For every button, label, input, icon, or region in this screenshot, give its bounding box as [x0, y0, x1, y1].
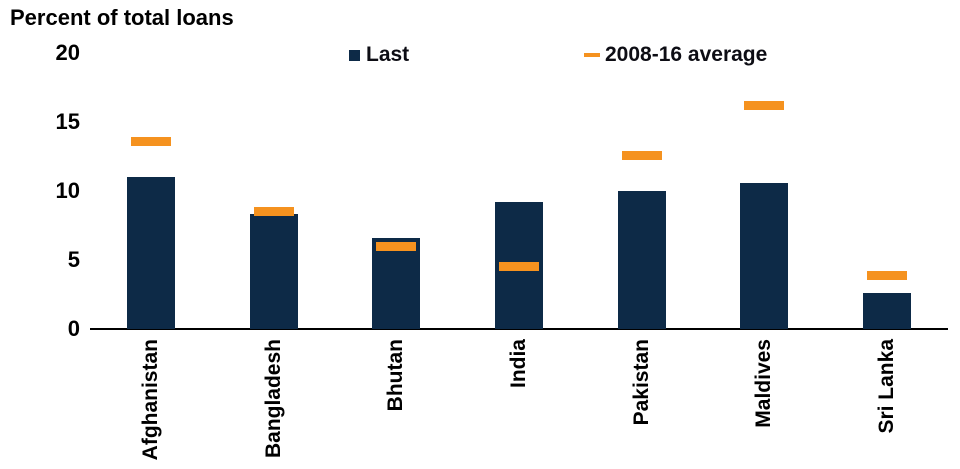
- legend-last-label: Last: [366, 43, 410, 66]
- x-axis-label-bhutan: Bhutan: [384, 339, 408, 412]
- legend-average-label: 2008-16 average: [605, 43, 768, 66]
- x-axis-label-pakistan: Pakistan: [629, 339, 653, 426]
- x-axis-label-afghanistan: Afghanistan: [139, 339, 163, 461]
- average-marker-bangladesh: [253, 207, 294, 217]
- average-marker-sri-lanka: [866, 270, 907, 280]
- average-marker-bhutan: [376, 241, 417, 251]
- last-square-icon: [349, 49, 360, 61]
- x-axis-label-india: India: [507, 339, 530, 389]
- average-marker-pakistan: [621, 150, 662, 160]
- bar-last-maldives: [740, 182, 789, 329]
- x-axis-label-maldives: Maldives: [752, 339, 776, 428]
- x-axis-label-bangladesh: Bangladesh: [261, 339, 285, 459]
- average-dash-icon: [584, 53, 600, 57]
- average-marker-afghanistan: [131, 136, 172, 146]
- average-marker-maldives: [744, 100, 785, 110]
- bar-last-sri-lanka: [862, 293, 911, 329]
- bar-last-bangladesh: [249, 214, 298, 329]
- x-axis-label-sri-lanka: Sri Lanka: [874, 339, 898, 434]
- chart-title: Percent of total loans: [10, 5, 234, 30]
- y-tick-label: 5: [67, 247, 80, 272]
- y-tick-label: 15: [55, 109, 80, 134]
- bar-last-afghanistan: [127, 177, 176, 329]
- y-tick-label: 0: [67, 316, 80, 341]
- bar-last-pakistan: [617, 191, 666, 329]
- legend-item-last: Last: [349, 43, 409, 67]
- y-tick-label: 10: [55, 178, 80, 203]
- y-tick-label: 20: [55, 40, 80, 65]
- x-axis-line: [90, 328, 948, 330]
- average-marker-india: [499, 262, 539, 272]
- bar-last-bhutan: [372, 237, 421, 329]
- legend-item-average: 2008-16 average: [584, 43, 767, 67]
